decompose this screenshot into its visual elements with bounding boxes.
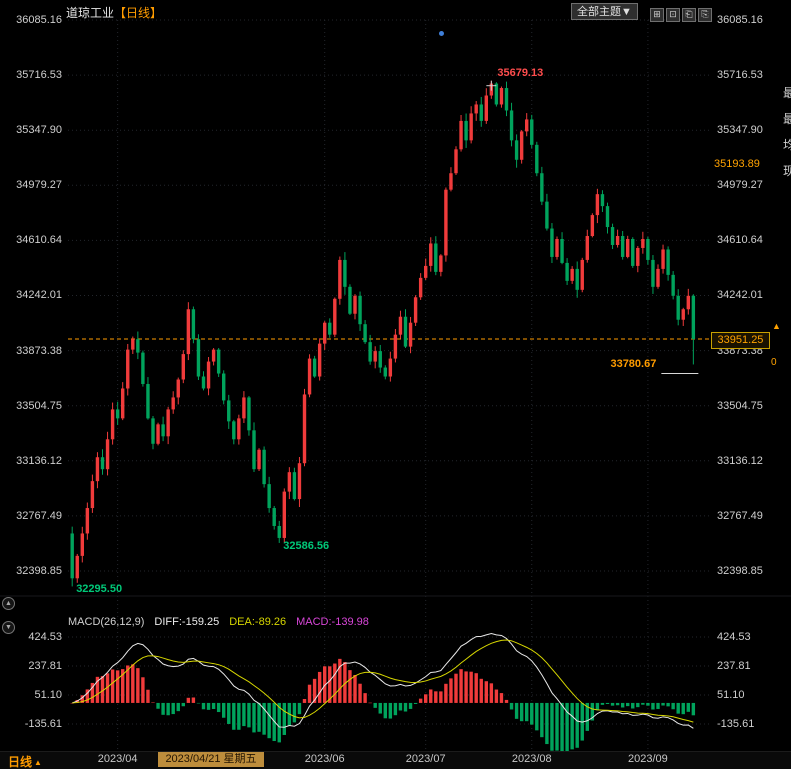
symbol-name: 道琼工业: [66, 6, 115, 20]
axis-tick: 237.81: [717, 660, 751, 672]
axis-tick: 34610.64: [16, 234, 62, 247]
axis-tick: 32398.85: [16, 565, 62, 577]
indicator-header: MACD(26,12,9) DIFF:-159.25 DEA:-89.26 MACD:…: [68, 616, 379, 628]
axis-tick: -135.61: [24, 718, 62, 730]
price-up-arrow-icon: ▲: [772, 321, 781, 331]
axis-tick: 36085.16: [717, 14, 763, 26]
axis-tick: 237.81: [28, 660, 62, 672]
axis-tick: 34242.01: [717, 289, 763, 302]
axis-tick: 35716.53: [717, 69, 763, 82]
axis-tick: 51.10: [717, 689, 745, 701]
indicator-name[interactable]: MACD(26,12,9): [68, 616, 145, 628]
right-edge-label: 现: [783, 164, 791, 178]
price-annotation: 35679.13: [497, 66, 544, 79]
axis-tick: 35716.53: [16, 69, 62, 82]
axis-tick: 34610.64: [717, 234, 763, 247]
axis-tick: 51.10: [34, 689, 62, 701]
indicator-macd-value: MACD:-139.98: [296, 616, 369, 628]
theme-dropdown[interactable]: 全部主题▼: [571, 3, 638, 20]
current-price-tag: 33951.25: [711, 332, 770, 349]
avg-price-tag: 35193.89: [712, 157, 772, 172]
right-edge-label: 均: [783, 138, 791, 152]
right-edge-label: 最: [783, 112, 791, 126]
axis-tick: 36085.16: [16, 14, 62, 26]
chart-title: 道琼工业【日线】: [66, 4, 162, 21]
axis-tick: 33873.38: [16, 344, 62, 357]
indicator-dea-value: DEA:-89.26: [229, 616, 287, 628]
axis-tick: 32398.85: [717, 565, 763, 577]
period-caret-icon: ▲: [34, 758, 42, 767]
pane-down-icon[interactable]: ▼: [2, 621, 15, 634]
pane-up-icon[interactable]: ▲: [2, 597, 15, 610]
single-layout-icon[interactable]: ⊡: [666, 7, 680, 22]
indicator-diff-value: DIFF:-159.25: [154, 616, 220, 628]
axis-tick: 35347.90: [717, 124, 763, 137]
x-axis-label: 2023/04: [97, 753, 138, 765]
axis-tick: 32767.49: [16, 509, 62, 522]
x-axis-label: 2023/06: [304, 753, 345, 765]
x-axis-label: 2023/08: [511, 753, 552, 765]
axis-tick: 34979.27: [16, 179, 62, 192]
period-label: 日线: [8, 755, 33, 769]
axis-tick: 424.53: [717, 631, 751, 643]
axis-tick: 33504.75: [16, 399, 62, 412]
axis-tick: 33504.75: [717, 399, 763, 412]
period-tag: 【日线】: [114, 6, 163, 20]
axis-tick: 35347.90: [16, 124, 62, 137]
axis-tick: 32767.49: [717, 509, 763, 522]
axis-tick: 34242.01: [16, 289, 62, 302]
axis-tick: -135.61: [717, 718, 755, 730]
price-annotation: 32586.56: [283, 539, 330, 552]
axis-tick: 33136.12: [16, 454, 62, 467]
axis-tick: 33136.12: [717, 454, 763, 467]
price-annotation: 33780.67: [610, 358, 657, 371]
price-annotation: 32295.50: [76, 583, 123, 596]
prev-page-icon[interactable]: ⎗: [682, 7, 696, 22]
axis-tick: 34979.27: [717, 179, 763, 192]
period-selector[interactable]: 日线 ▲: [8, 753, 42, 769]
x-axis-label: 2023/07: [405, 753, 446, 765]
right-edge-label: 最: [783, 86, 791, 100]
grid-layout-icon[interactable]: ⊞: [650, 7, 664, 22]
axis-tick: 424.53: [28, 631, 62, 643]
x-axis-label: 2023/09: [628, 753, 668, 765]
window-buttons: ⊞ ⊡ ⎗ ⎘: [648, 4, 712, 22]
change-fragment: 0: [771, 357, 777, 368]
next-page-icon[interactable]: ⎘: [698, 7, 712, 22]
selected-date-label: 2023/04/21 星期五: [158, 752, 264, 767]
cursor-dot: [439, 31, 444, 36]
